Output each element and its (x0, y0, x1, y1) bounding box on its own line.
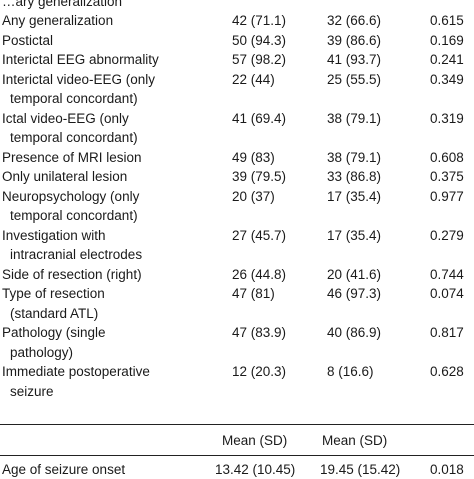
value-group-a: 47 (83.9) (232, 325, 287, 340)
value-group-b: 46 (97.3) (327, 286, 382, 301)
subheader-row: Mean (SD) Mean (SD) (0, 431, 474, 450)
row-label: Investigation with (2, 227, 106, 243)
value-group-b: 40 (86.9) (327, 325, 382, 340)
value-group-b: 19.45 (15.42) (320, 462, 401, 477)
table-row: Investigation with intracranial electrode… (0, 226, 474, 265)
p-value: 0.349 (430, 71, 464, 87)
row-label: Immediate postoperative (2, 364, 150, 379)
partial-top-row: …ary generalization (0, 0, 474, 11)
value-group-a: 47 (81) (232, 286, 275, 301)
table-row: Interictal EEG abnormality 57 (98.2) 41 (9… (0, 50, 474, 70)
table-row: Neuropsychology (only temporal concordant… (0, 187, 474, 226)
p-value: 0.615 (430, 13, 464, 28)
row-label-continued: intracranial electrodes (10, 247, 143, 262)
value-group-b: 38 (79.1) (327, 149, 382, 165)
p-value: 0.608 (430, 149, 464, 165)
value-group-a: 49 (83) (232, 149, 275, 165)
row-label: Age of seizure onset (2, 462, 126, 477)
row-label-continued: temporal concordant) (10, 208, 138, 223)
table-row: Side of resection (right) 26 (44.8) 20 (41… (0, 265, 474, 285)
table-row-age-onset: Age of seizure onset 13.42 (10.45) 19.45… (0, 460, 474, 479)
row-label: Pathology (single (2, 325, 106, 340)
p-value: 0.169 (430, 32, 464, 48)
section-divider (0, 424, 474, 425)
row-label-continued: (standard ATL) (10, 305, 99, 321)
p-value: 0.744 (430, 266, 464, 282)
row-label: Side of resection (right) (2, 266, 142, 282)
p-value: 0.074 (430, 286, 464, 301)
row-label: Neuropsychology (only (2, 188, 140, 204)
partial-row-label: …ary generalization (2, 0, 123, 9)
value-group-a: 39 (79.5) (232, 169, 287, 184)
p-value: 0.279 (430, 227, 464, 243)
value-group-b: 8 (16.6) (327, 364, 374, 379)
row-label: Postictal (2, 32, 54, 48)
value-group-b: 38 (79.1) (327, 110, 382, 126)
p-value: 0.375 (430, 169, 464, 184)
value-group-b: 17 (35.4) (327, 227, 382, 243)
col-a-header: Mean (SD) (222, 433, 288, 448)
p-value: 0.018 (430, 462, 464, 477)
row-label: Interictal video-EEG (only (2, 71, 156, 87)
value-group-a: 12 (20.3) (232, 364, 287, 379)
row-label-continued: temporal concordant) (10, 91, 138, 106)
row-label: Only unilateral lesion (2, 169, 128, 184)
table-row: Any generalization 42 (71.1) 32 (66.6) 0.61… (0, 11, 474, 31)
value-group-a: 57 (98.2) (232, 52, 287, 67)
value-group-b: 25 (55.5) (327, 71, 382, 87)
row-label-continued: pathology) (10, 344, 74, 360)
row-label: Ictal video-EEG (only (2, 110, 129, 126)
table-row: Only unilateral lesion 39 (79.5) 33 (86.8)… (0, 167, 474, 187)
row-label-continued: seizure (10, 383, 54, 399)
table-row: Postictal 50 (94.3) 39 (86.6) 0.169 (0, 31, 474, 51)
subheader-divider (0, 455, 474, 456)
value-group-a: 41 (69.4) (232, 110, 287, 126)
value-group-a: 13.42 (10.45) (215, 462, 296, 477)
row-label: Presence of MRI lesion (2, 149, 142, 165)
value-group-b: 20 (41.6) (327, 266, 382, 282)
value-group-b: 17 (35.4) (327, 188, 382, 204)
value-group-a: 20 (37) (232, 188, 275, 204)
row-label: Interictal EEG abnormality (2, 52, 159, 67)
table-row: Pathology (single pathology) 47 (83.9) 40 (… (0, 323, 474, 362)
table-row: Presence of MRI lesion 49 (83) 38 (79.1) 0.… (0, 148, 474, 168)
table-row: Interictal video-EEG (only temporal conco… (0, 70, 474, 109)
value-group-a: 50 (94.3) (232, 32, 287, 48)
value-group-a: 26 (44.8) (232, 266, 287, 282)
table-row: Type of resection (standard ATL) 47 (81) 46… (0, 284, 474, 323)
p-value: 0.628 (430, 364, 464, 379)
row-label: Type of resection (2, 286, 105, 301)
p-value: 0.241 (430, 52, 464, 67)
value-group-b: 32 (66.6) (327, 13, 382, 28)
value-group-b: 41 (93.7) (327, 52, 382, 67)
p-value: 0.977 (430, 188, 464, 204)
value-group-b: 39 (86.6) (327, 32, 382, 48)
row-label: Any generalization (2, 13, 114, 28)
value-group-a: 22 (44) (232, 71, 275, 87)
row-label-continued: temporal concordant) (10, 130, 138, 145)
value-group-a: 42 (71.1) (232, 13, 287, 28)
p-value: 0.817 (430, 325, 464, 340)
table-row: Ictal video-EEG (only temporal concordant… (0, 109, 474, 148)
value-group-b: 33 (86.8) (327, 169, 382, 184)
table-row: Immediate postoperative seizure 12 (20.3) 8… (0, 362, 474, 401)
value-group-a: 27 (45.7) (232, 227, 287, 243)
p-value: 0.319 (430, 110, 464, 126)
col-b-header: Mean (SD) (322, 433, 388, 448)
